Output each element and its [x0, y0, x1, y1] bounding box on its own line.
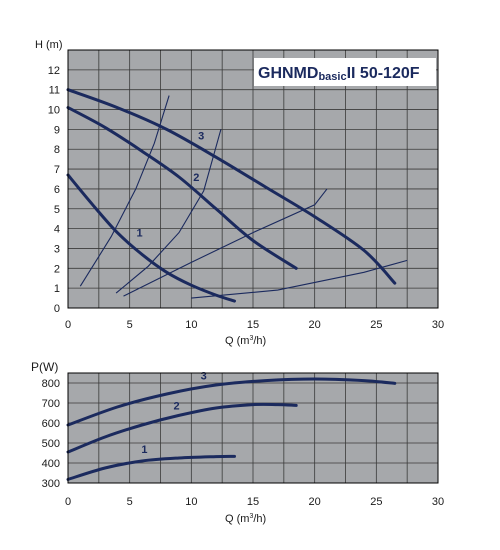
system-curve [115, 129, 222, 294]
y-tick-label: 1 [54, 283, 60, 295]
head-x-label-tail: /h) [253, 335, 266, 347]
y-tick-label: 7 [54, 164, 60, 176]
pump-curve-2 [66, 402, 298, 454]
x-tick-label: 30 [432, 496, 444, 508]
x-tick-label: 25 [370, 319, 382, 331]
power-chart: 1 2 3 300 400 500 600 700 800 0 5 10 15 20 25 30 P(W)… [31, 360, 444, 525]
power-curve-labels: 1 2 3 [141, 371, 206, 456]
curve-label-1: 1 [136, 228, 142, 240]
y-tick-label: 400 [42, 458, 60, 470]
y-tick-label: 5 [54, 204, 60, 216]
x-tick-label: 20 [309, 496, 321, 508]
power-plot-border [67, 372, 439, 484]
y-tick-label: 3 [54, 243, 60, 255]
system-curve [191, 259, 408, 299]
head-y-axis-label: H (m) [35, 39, 63, 51]
curve-label-2: 2 [193, 172, 199, 184]
head-x-axis-label: Q (m3/h) [225, 335, 266, 347]
y-tick-label: 10 [48, 105, 60, 117]
chart-title-tail: II 50-120F [347, 65, 420, 82]
curve-label-3: 3 [201, 371, 207, 383]
power-x-label-sup: 3 [249, 513, 253, 520]
head-x-label-sup: 3 [249, 335, 253, 342]
head-grid [68, 50, 438, 308]
power-x-label-tail: /h) [253, 513, 266, 525]
y-tick-label: 600 [42, 418, 60, 430]
y-tick-label: 500 [42, 438, 60, 450]
pump-curve-3 [66, 88, 397, 285]
x-tick-label: 20 [309, 319, 321, 331]
y-tick-label: 4 [54, 224, 60, 236]
head-curve-labels: 1 2 3 [136, 130, 204, 239]
y-tick-label: 2 [54, 263, 60, 275]
power-y-axis-label: P(W) [31, 360, 58, 374]
curve-label-3: 3 [198, 130, 204, 142]
head-x-label-main: Q (m [225, 335, 249, 347]
power-curves [66, 377, 397, 481]
pump-curve-3 [66, 377, 397, 427]
y-tick-label: 700 [42, 398, 60, 410]
y-tick-label: 6 [54, 184, 60, 196]
y-tick-label: 8 [54, 144, 60, 156]
chart-title-sub: basic [318, 71, 346, 83]
x-tick-label: 10 [185, 319, 197, 331]
x-tick-label: 0 [65, 319, 71, 331]
x-tick-label: 5 [127, 496, 133, 508]
x-tick-label: 25 [370, 496, 382, 508]
curve-label-2: 2 [173, 400, 179, 412]
power-x-axis-label: Q (m3/h) [225, 513, 266, 525]
y-tick-label: 0 [54, 303, 60, 315]
pump-curve-1 [66, 454, 236, 481]
x-tick-label: 5 [127, 319, 133, 331]
title-box [254, 58, 436, 86]
power-x-ticks: 0 5 10 15 20 25 30 [65, 496, 444, 508]
head-plot-border [67, 49, 439, 309]
y-tick-label: 12 [48, 65, 60, 77]
curve-label-1: 1 [141, 444, 147, 456]
y-tick-label: 11 [49, 85, 60, 97]
x-tick-label: 30 [432, 319, 444, 331]
pump-curve-1 [66, 173, 236, 303]
head-pump-curves [66, 88, 397, 303]
power-grid [68, 373, 438, 483]
power-y-ticks: 300 400 500 600 700 800 [42, 378, 60, 490]
power-x-label-main: Q (m [225, 513, 249, 525]
y-tick-label: 300 [42, 478, 60, 490]
x-tick-label: 10 [185, 496, 197, 508]
x-tick-label: 15 [247, 496, 259, 508]
y-tick-label: 800 [42, 378, 60, 390]
y-tick-label: 9 [54, 124, 60, 136]
chart-title-main: GHNMD [258, 65, 318, 82]
x-tick-label: 0 [65, 496, 71, 508]
chart-title: GHNMDbasicII 50-120F [258, 65, 420, 83]
head-x-ticks: 0 5 10 15 20 25 30 [65, 319, 444, 331]
pump-curve-2 [66, 106, 298, 270]
x-tick-label: 15 [247, 319, 259, 331]
